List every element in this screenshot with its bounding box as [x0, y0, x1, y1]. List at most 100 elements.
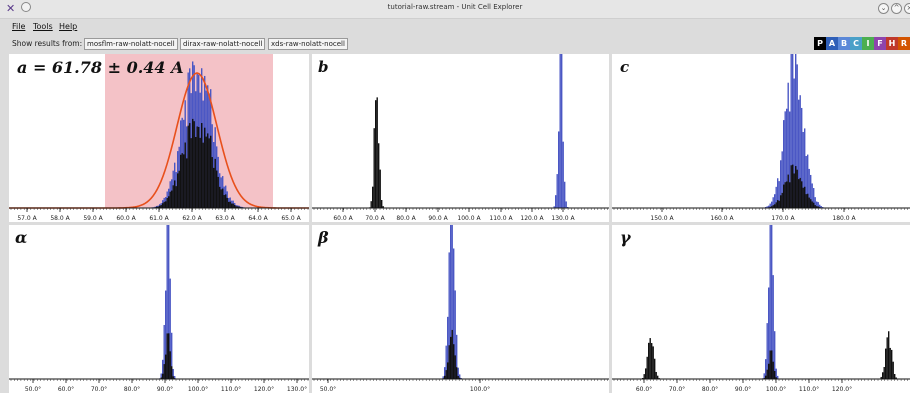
histogram-c-plot[interactable]: 150.0 A 160.0 A 170.0 A 180.0 A [612, 54, 910, 222]
x-tick-label: 60.0° [58, 386, 74, 393]
histogram-bin [171, 366, 173, 379]
histogram-bin [769, 225, 771, 379]
histogram-bin [204, 127, 206, 208]
menu-file[interactable]: File [12, 22, 26, 31]
histogram-bin [895, 377, 897, 379]
menu-tools[interactable]: Tools [33, 22, 53, 31]
histogram-a[interactable]: 57.0 A 58.0 A 59.0 A 60.0 A 61.0 A 62.0 A 63.0… [9, 54, 309, 222]
histogram-gamma-plot[interactable]: 60.0° 70.0° 80.0° 90.0° 100.0° 110.0° 120.0° [612, 225, 910, 393]
x-tick-label: 110.0 A [489, 215, 513, 222]
source-toggle-mosflm[interactable]: mosflm-raw-nolatt-nocell [84, 38, 178, 50]
pin-icon[interactable] [21, 2, 31, 12]
source-toggle-xds[interactable]: xds-raw-nolatt-nocell [268, 38, 348, 50]
x-tick-label: 150.0 A [650, 215, 674, 222]
histogram-gamma[interactable]: 60.0° 70.0° 80.0° 90.0° 100.0° 110.0° 120.0° γ [612, 225, 910, 393]
histogram-bin [445, 345, 447, 379]
histogram-bin [769, 203, 771, 208]
histogram-alpha[interactable]: 50.0° 60.0° 70.0° 80.0° 90.0° 100.0° 110.0° 120… [9, 225, 309, 393]
histogram-bin [805, 194, 807, 208]
x-tick-label: 60.0° [636, 386, 652, 393]
x-tick-label: 50.0° [320, 386, 336, 393]
histogram-bin [193, 121, 195, 208]
histogram-bin [553, 206, 555, 208]
histogram-bin [790, 165, 792, 208]
histogram-bin [804, 186, 806, 208]
histogram-bin [801, 181, 803, 208]
histogram-bin [814, 197, 816, 208]
histogram-a-plot[interactable]: 57.0 A 58.0 A 59.0 A 60.0 A 61.0 A 62.0 A 63.0… [9, 54, 309, 222]
lattice-selector-c[interactable]: C [850, 37, 862, 50]
histogram-alpha-plot[interactable]: 50.0° 60.0° 70.0° 80.0° 90.0° 100.0° 110.0° 120… [9, 225, 309, 393]
histogram-bin [169, 278, 171, 379]
x-tick-label: 64.0 A [248, 215, 268, 222]
histogram-bin [447, 362, 449, 379]
window-title: tutorial-raw.stream - Unit Cell Explorer [387, 3, 523, 11]
histogram-bin [225, 194, 227, 208]
histogram-beta-plot[interactable]: 50.0° 100.0° [312, 225, 609, 393]
histogram-bin [813, 202, 815, 208]
histogram-bin [166, 197, 168, 208]
histogram-bin [799, 177, 801, 208]
x-tick-label: 70.0° [91, 386, 107, 393]
minimize-icon[interactable]: ⌄ [878, 3, 889, 14]
histogram-bin [159, 205, 161, 208]
histogram-bin [657, 375, 659, 379]
histogram-bin [888, 331, 890, 379]
x-tick-label: 130.0° [287, 386, 307, 393]
menu-help[interactable]: Help [59, 22, 78, 31]
histogram-b[interactable]: 60.0 A 70.0 A 80.0 A 90.0 A 100.0 A 110.0 A 12… [312, 54, 609, 222]
x-tick-label: 50.0° [25, 386, 41, 393]
histogram-bin [775, 377, 777, 379]
maximize-icon[interactable]: ^ [891, 3, 902, 14]
x-tick-label: 100.0 A [457, 215, 481, 222]
close-icon[interactable]: × [904, 3, 910, 14]
histogram-bin [808, 197, 810, 208]
histogram-bin [654, 358, 656, 379]
histogram-bin [168, 196, 170, 208]
histogram-bin [375, 100, 377, 208]
histogram-bin [808, 168, 810, 208]
lattice-selector-f[interactable]: F [874, 37, 886, 50]
histogram-bin [231, 203, 233, 208]
histogram-bin [172, 185, 174, 208]
histogram-bin [210, 135, 212, 208]
histogram-bin [790, 54, 792, 209]
histogram-beta[interactable]: 50.0° 100.0° β [312, 225, 609, 393]
lattice-selector-b[interactable]: B [838, 37, 850, 50]
histogram-bin [213, 167, 215, 208]
histogram-b-plot[interactable]: 60.0 A 70.0 A 80.0 A 90.0 A 100.0 A 110.0 A 12… [312, 54, 609, 222]
histogram-bin [894, 374, 896, 379]
histogram-c[interactable]: 150.0 A 160.0 A 170.0 A 180.0 A c [612, 54, 910, 222]
lattice-selector-p[interactable]: P [814, 37, 826, 50]
histogram-bin [652, 346, 654, 379]
histogram-bin [378, 143, 380, 208]
histogram-bin [564, 181, 566, 208]
x-tick-label: 90.0 A [428, 215, 448, 222]
histogram-bin [774, 194, 776, 208]
histogram-bin [211, 157, 213, 208]
lattice-selector-i[interactable]: I [862, 37, 874, 50]
histogram-bin [219, 186, 221, 208]
source-toggle-dirax[interactable]: dirax-raw-nolatt-nocell [180, 38, 266, 50]
lattice-selector-a[interactable]: A [826, 37, 838, 50]
histogram-bin [450, 336, 452, 379]
histogram-bin [229, 201, 231, 208]
histogram-bin [444, 367, 446, 379]
histogram-bin [166, 225, 168, 379]
histogram-bin [459, 374, 461, 379]
x-tick-label: 59.0 A [83, 215, 103, 222]
histogram-bin [892, 361, 894, 379]
histogram-bin [810, 199, 812, 208]
lattice-selector-r[interactable]: R [898, 37, 910, 50]
histogram-bin [769, 350, 771, 379]
histogram-c-label: c [620, 58, 630, 76]
histogram-bin [811, 201, 813, 208]
x-tick-label: 110.0° [221, 386, 241, 393]
histogram-bin [178, 170, 180, 208]
histogram-bin [766, 369, 768, 379]
histogram-beta-label: β [318, 228, 329, 247]
histogram-bin [376, 97, 378, 208]
histogram-bin [237, 206, 239, 208]
histogram-bin [444, 375, 446, 379]
lattice-selector-h[interactable]: H [886, 37, 898, 50]
